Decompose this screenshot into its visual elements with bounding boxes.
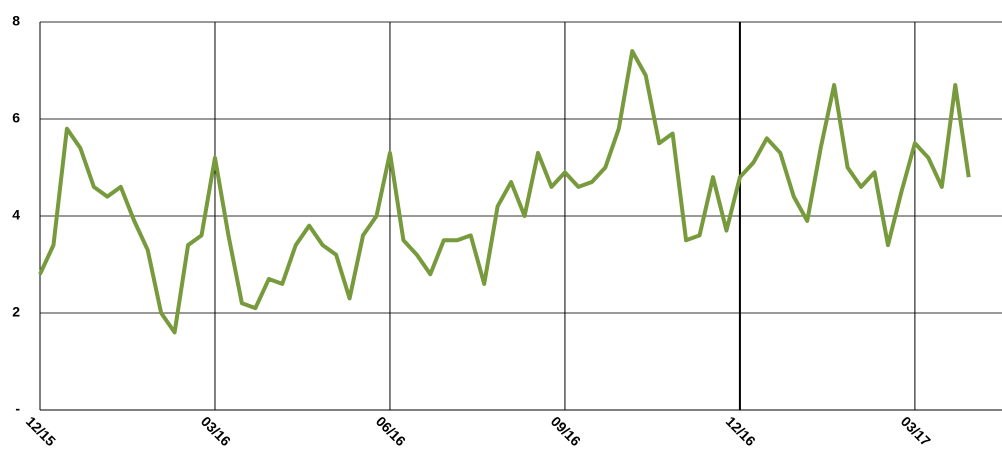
x-tick-label: 12/16: [723, 413, 759, 449]
x-tick-label: 03/16: [198, 413, 234, 449]
y-tick-label: 8: [12, 13, 20, 29]
x-tick-label: 12/15: [23, 413, 59, 449]
y-tick-label: -: [15, 401, 20, 417]
x-tick-label: 06/16: [373, 413, 409, 449]
line-series: [38, 49, 971, 335]
y-tick-label: 4: [12, 207, 20, 223]
x-tick-label: 03/17: [898, 413, 934, 449]
y-tick-label: 6: [12, 110, 20, 126]
y-tick-label: 2: [12, 304, 20, 320]
x-tick-label: 09/16: [548, 413, 584, 449]
